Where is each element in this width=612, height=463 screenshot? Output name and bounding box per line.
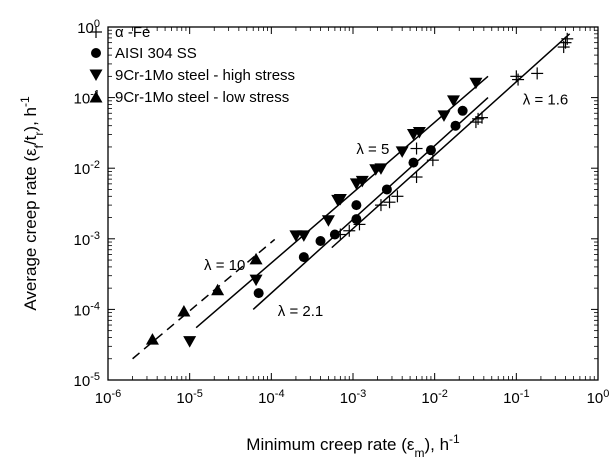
- x-tick-label: 100: [587, 388, 610, 407]
- legend-symbol: [89, 69, 103, 81]
- data-point: [381, 184, 392, 195]
- data-point: [457, 105, 468, 116]
- data-point: [374, 199, 387, 212]
- epsilon-dot-symbol: ε: [407, 435, 415, 454]
- data-point: [476, 111, 489, 124]
- data-point: [512, 73, 525, 86]
- fit-line: [331, 33, 571, 249]
- legend-entry: α -Fe: [90, 24, 150, 41]
- fit-line: [252, 97, 489, 310]
- data-point: [321, 215, 335, 227]
- tick-labels: 10-6 10-5 10-4 10-3 10-2 10-1 10010-510-410-31…: [74, 18, 610, 407]
- x-tick-label: 10-1: [503, 388, 529, 407]
- axis-ticks: [107, 26, 599, 381]
- data-point: [177, 304, 191, 317]
- data-point: [249, 252, 263, 265]
- y-tick-label: 10-4: [74, 300, 100, 319]
- data-point: [426, 154, 439, 167]
- data-point: [145, 333, 159, 345]
- legend-entry: 9Cr-1Mo steel - high stress: [89, 67, 295, 84]
- x-axis-title: Minimum creep rate (εm), h-1: [246, 432, 460, 460]
- legend-label: 9Cr-1Mo steel - high stress: [115, 67, 295, 84]
- x-tick-label: 10-2: [421, 388, 447, 407]
- legend-marker-triangle-down: [89, 69, 103, 81]
- legend-marker-plus: [90, 26, 102, 38]
- data-point: [351, 214, 362, 225]
- data-point: [450, 120, 461, 131]
- data-point: [297, 230, 311, 242]
- legend-symbol: [89, 91, 103, 103]
- legend-label: AISI 304 SS: [115, 45, 197, 62]
- y-tick-label: 100: [77, 18, 100, 37]
- legend-marker-circle: [91, 48, 101, 58]
- legend-label: α -Fe: [115, 24, 150, 41]
- data-point: [410, 142, 423, 155]
- data-point: [329, 229, 340, 240]
- legend-entry: 9Cr-1Mo steel - low stress: [89, 89, 289, 106]
- data-point: [374, 163, 388, 175]
- data-point: [343, 224, 356, 237]
- annotations: λ = 10 λ = 5 λ = 2.1 λ = 1.6: [204, 91, 568, 320]
- lambda-annotation: λ = 10: [204, 257, 245, 274]
- legend-symbol: [90, 26, 102, 38]
- data-point: [249, 274, 263, 287]
- fit-line: [132, 238, 276, 360]
- data-point: [561, 32, 574, 45]
- series-plus: [334, 32, 574, 241]
- data-point: [425, 145, 436, 156]
- data-point: [395, 146, 409, 158]
- y-tick-label: 10-5: [74, 371, 100, 390]
- data-point: [469, 77, 483, 90]
- data-point: [437, 110, 451, 122]
- y-tick-label: 10-2: [74, 159, 100, 178]
- data-point: [383, 196, 396, 209]
- legend: α -Fe AISI 304 SS 9Cr-1Mo steel - high s…: [89, 24, 295, 106]
- data-point: [211, 283, 225, 296]
- x-tick-label: 10-4: [258, 388, 284, 407]
- y-tick-label: 10-3: [74, 230, 100, 249]
- x-tick-label: 10-6: [95, 388, 121, 407]
- series-triangle-up: [145, 252, 263, 345]
- data-point: [315, 236, 326, 247]
- legend-label: 9Cr-1Mo steel - low stress: [115, 89, 289, 106]
- data-point: [412, 127, 426, 139]
- lambda-annotation: λ = 5: [356, 141, 389, 158]
- series-circle: [253, 105, 468, 299]
- x-tick-label: 10-5: [176, 388, 202, 407]
- data-point: [510, 70, 523, 83]
- fit-lines: [132, 33, 571, 360]
- legend-marker-triangle-up: [89, 91, 103, 103]
- data-point: [408, 157, 419, 168]
- y-axis-title: Average creep rate (εf/tr), h-1: [18, 96, 46, 311]
- legend-entry: AISI 304 SS: [91, 45, 197, 62]
- lambda-annotation: λ = 1.6: [523, 91, 568, 108]
- data-point: [391, 190, 404, 203]
- data-point: [253, 288, 264, 299]
- data-point: [355, 175, 369, 188]
- x-tick-label: 10-3: [340, 388, 366, 407]
- data-point: [410, 171, 423, 184]
- data-point: [183, 336, 197, 348]
- data-point: [469, 116, 482, 129]
- legend-symbol: [91, 48, 101, 58]
- data-point: [531, 67, 544, 80]
- data-point: [446, 95, 460, 107]
- data-point: [351, 200, 362, 211]
- data-points: [145, 32, 574, 348]
- series-triangle-down: [183, 77, 483, 348]
- data-point: [298, 252, 309, 263]
- lambda-annotation: λ = 2.1: [278, 303, 323, 320]
- data-point: [333, 194, 347, 206]
